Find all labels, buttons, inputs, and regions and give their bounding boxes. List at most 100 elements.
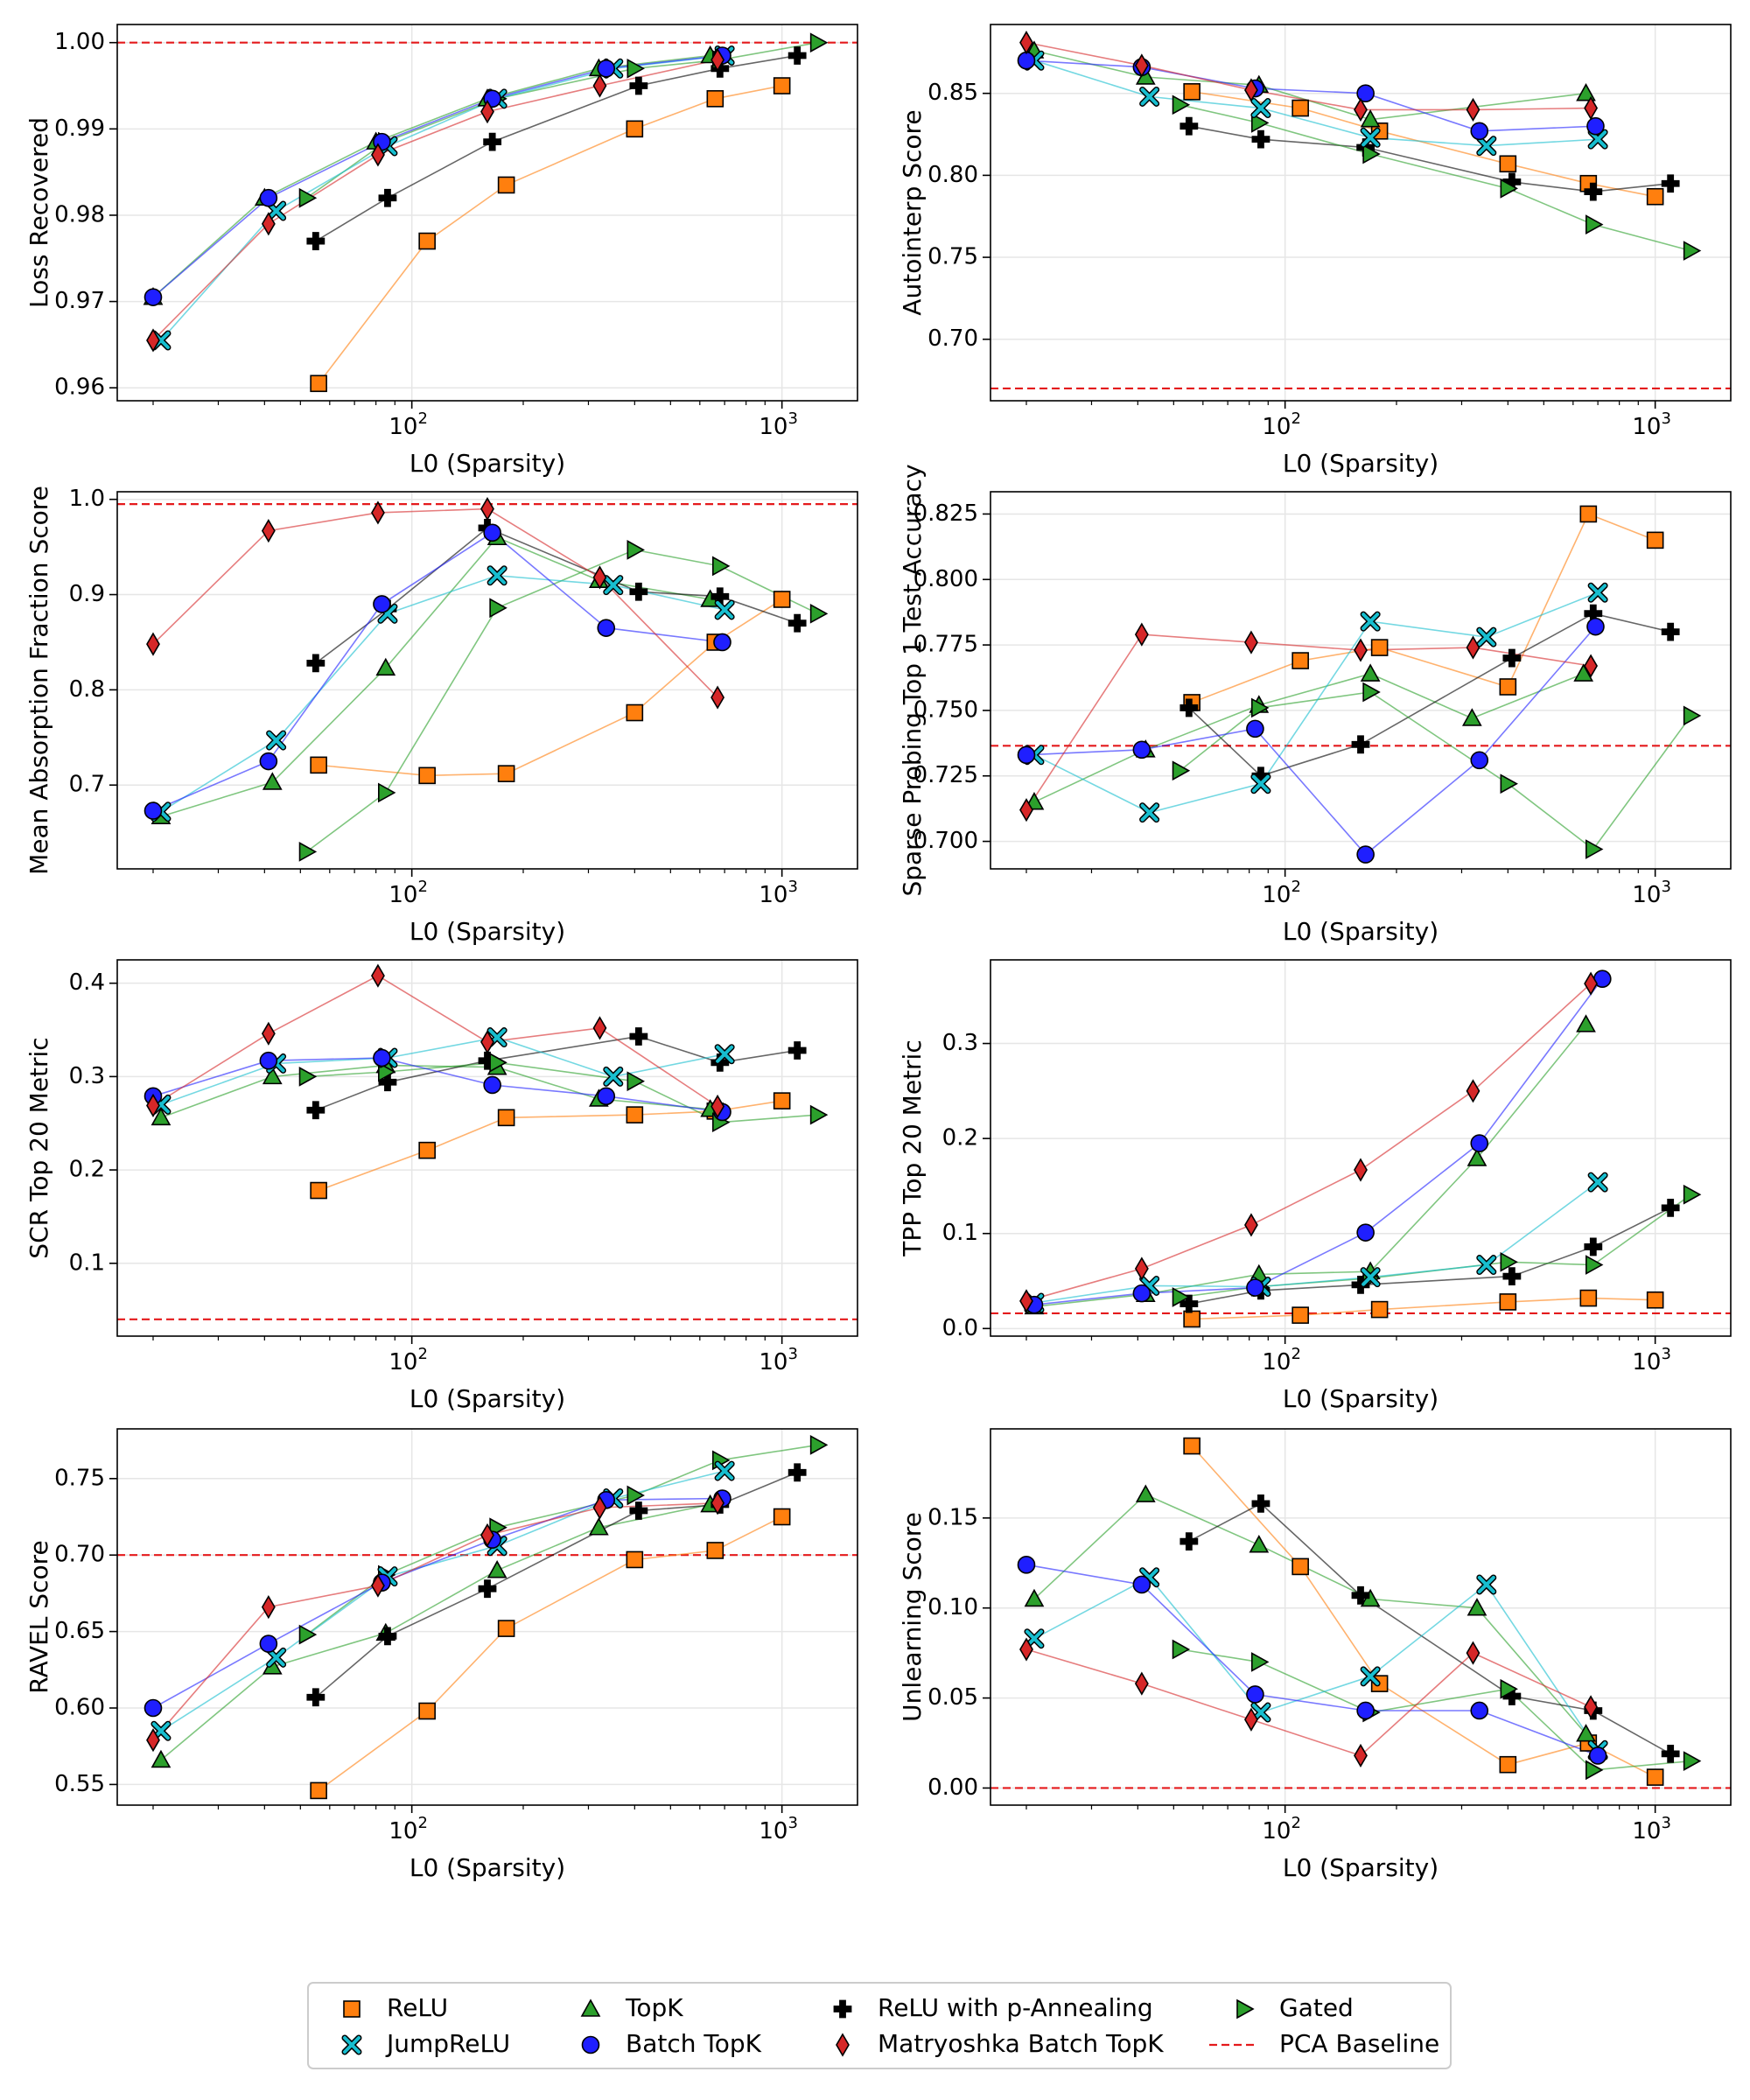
- series-line-batch-topk: [1026, 60, 1596, 132]
- y-tick-label: 0.00: [928, 1774, 978, 1801]
- data-point: [1362, 144, 1381, 164]
- x-tick-label: 103: [759, 1814, 798, 1844]
- data-point: [262, 772, 283, 790]
- data-point: [1244, 1707, 1258, 1732]
- data-point: [497, 1109, 515, 1127]
- x-tick-label: 103: [759, 410, 798, 440]
- data-point: [712, 556, 731, 577]
- data-point: [714, 1044, 735, 1065]
- x-axis-label: L0 (Sparsity): [410, 1853, 565, 1882]
- x-tick-label: 102: [1262, 1814, 1301, 1844]
- data-point: [1470, 122, 1489, 141]
- data-point: [773, 77, 791, 94]
- series-line-batch-topk: [1026, 626, 1597, 856]
- data-point: [706, 1542, 724, 1559]
- series-points-relu: [310, 1508, 791, 1800]
- series-line-topk: [160, 1503, 710, 1761]
- series-line-topk: [1033, 673, 1584, 803]
- x-tick-label: 102: [388, 878, 428, 908]
- x-tick-base: 10: [1632, 882, 1661, 908]
- data-point: [375, 657, 396, 676]
- x-tick-label: 102: [388, 410, 428, 440]
- data-point: [1586, 617, 1605, 636]
- x-tick-label: 103: [759, 878, 798, 908]
- series-line-gated: [1180, 104, 1691, 252]
- data-point-fill: [1140, 803, 1158, 822]
- data-point: [306, 232, 326, 250]
- x-axis-label: L0 (Sparsity): [410, 449, 565, 478]
- plot-frame: [116, 1428, 858, 1806]
- data-point: [371, 1573, 385, 1598]
- x-tick-exponent: 2: [1291, 1345, 1300, 1363]
- data-point: [259, 1634, 278, 1653]
- x-tick-label: 103: [1632, 878, 1671, 908]
- series-points-gated: [298, 32, 829, 208]
- grid: [117, 24, 858, 401]
- data-point: [1646, 187, 1664, 206]
- data-point: [710, 59, 730, 78]
- data-point: [146, 632, 160, 656]
- x-tick-base: 10: [759, 1349, 788, 1376]
- data-point: [1019, 798, 1033, 822]
- series-points-jumprelu: [1024, 1567, 1608, 1760]
- y-tick-label: 0.96: [54, 374, 105, 401]
- data-point: [1251, 1494, 1270, 1513]
- data-point: [1134, 622, 1149, 647]
- data-point-fill: [1589, 1173, 1607, 1192]
- x-tick-base: 10: [759, 882, 788, 908]
- data-point: [378, 1627, 397, 1646]
- series-points-batch-topk: [144, 523, 732, 820]
- series-line-relu: [1191, 91, 1656, 198]
- data-point: [592, 1495, 607, 1520]
- x-tick-label: 103: [1632, 410, 1671, 440]
- data-point: [1356, 1223, 1375, 1242]
- series-line-relu-pann: [315, 1472, 798, 1698]
- series-points-matryoshka: [1019, 971, 1599, 1313]
- data-point: [788, 1041, 807, 1060]
- data-point: [1476, 1574, 1497, 1595]
- x-tick-exponent: 2: [417, 878, 427, 896]
- series-line-relu: [1191, 513, 1656, 704]
- series-points-batch-topk: [1017, 617, 1605, 864]
- data-point: [310, 1181, 327, 1200]
- x-tick-base: 10: [388, 882, 417, 908]
- x-tick-exponent: 3: [1661, 1345, 1670, 1363]
- x-tick-label: 102: [1262, 878, 1301, 908]
- legend-label-gated: Gated: [1279, 1993, 1354, 2022]
- plot-frame: [990, 491, 1732, 870]
- data-point: [146, 328, 160, 353]
- data-point: [1360, 1267, 1381, 1288]
- data-point: [306, 1688, 326, 1707]
- data-point: [603, 1066, 624, 1087]
- data-point: [1351, 735, 1370, 754]
- data-point: [1180, 116, 1199, 136]
- data-point: [486, 565, 508, 586]
- data-point: [1360, 109, 1381, 128]
- x-axis-label: L0 (Sparsity): [410, 917, 565, 946]
- y-tick-label: 0.0: [942, 1315, 978, 1341]
- data-point: [1356, 845, 1375, 864]
- legend-marker-jumprelu: [341, 2034, 362, 2055]
- series-line-matryoshka: [1026, 1648, 1592, 1757]
- data-point: [1584, 971, 1599, 996]
- x-axis-label: L0 (Sparsity): [1283, 1853, 1438, 1882]
- data-point: [1661, 1199, 1680, 1217]
- data-point: [809, 603, 829, 624]
- series-points-gated: [1172, 682, 1702, 859]
- legend-label-topk: TopK: [625, 1993, 683, 2022]
- data-point: [1499, 155, 1517, 173]
- y-tick-label: 0.65: [54, 1618, 105, 1644]
- data-point: [1292, 99, 1309, 117]
- series-line-batch-topk: [1026, 1564, 1599, 1757]
- data-point: [1250, 98, 1271, 119]
- x-tick-exponent: 3: [788, 878, 797, 896]
- data-point: [1466, 97, 1480, 122]
- data-point: [1139, 86, 1160, 107]
- grid: [117, 492, 858, 869]
- data-point: [1292, 1558, 1309, 1576]
- data-point: [597, 59, 616, 78]
- grid: [117, 960, 858, 1336]
